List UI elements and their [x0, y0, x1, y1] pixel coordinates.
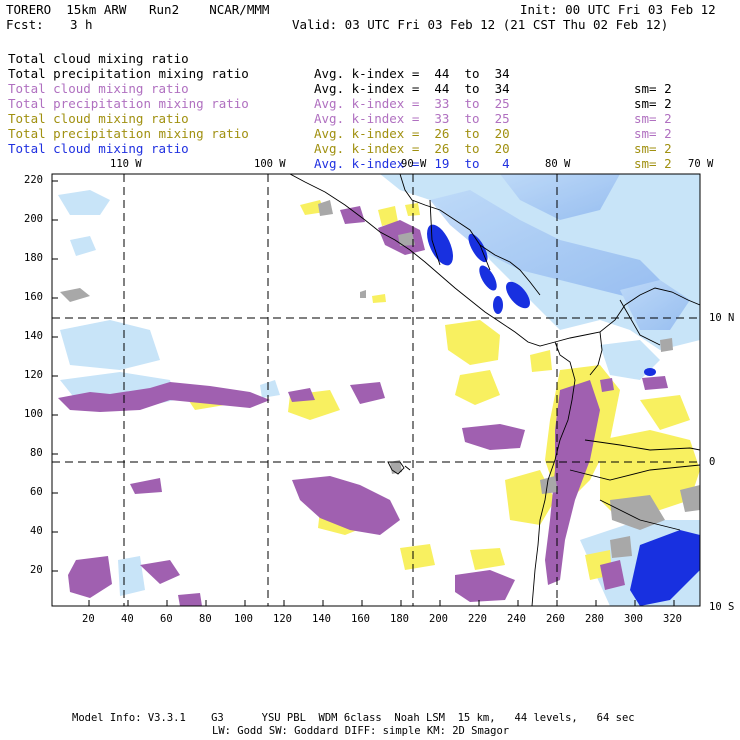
- y-tick-label: 160: [24, 291, 43, 303]
- y-tick-label: 40: [30, 525, 43, 537]
- x-tick-label: 200: [429, 613, 448, 625]
- legend-smoothing: sm= 2: [634, 156, 672, 171]
- x-tick-label: 260: [546, 613, 565, 625]
- legend-kindex: Avg. k-index = 44 to 34: [314, 81, 510, 96]
- legend-kindex: Avg. k-index = 33 to 25: [314, 111, 510, 126]
- legend-row: Total cloud mixing ratio Avg. k-index = …: [8, 36, 672, 111]
- legend-row: Total cloud mixing ratio Avg. k-index = …: [8, 66, 672, 141]
- legend-row: Total cloud mixing ratio Avg. k-index = …: [8, 96, 672, 171]
- x-tick-label: 60: [160, 613, 173, 625]
- legend-smoothing: sm= 2: [634, 126, 672, 141]
- legend-kindex: Avg. k-index = 26 to 20: [314, 141, 510, 156]
- x-tick-label: 120: [273, 613, 292, 625]
- legend-field: Total precipitation mixing ratio: [8, 66, 249, 81]
- legend-row: Total precipitation mixing ratio Avg. k-…: [8, 111, 672, 186]
- x-tick-label: 220: [468, 613, 487, 625]
- init-time: Init: 00 UTC Fri 03 Feb 12: [520, 2, 716, 17]
- lon-label: 80 W: [545, 158, 571, 170]
- lon-label: 70 W: [688, 158, 714, 170]
- x-tick-label: 240: [507, 613, 526, 625]
- axis-ticks: [52, 180, 675, 606]
- legend-kindex: Avg. k-index = 19 to 4: [314, 156, 510, 171]
- y-tick-label: 20: [30, 564, 43, 576]
- x-tick-label: 100: [234, 613, 253, 625]
- lon-label: 110 W: [110, 158, 142, 170]
- deep-blue-cloud-cores: [427, 224, 700, 606]
- legend-row: Total precipitation mixing ratio Avg. k-…: [8, 51, 672, 126]
- legend-row: Total precipitation mixing ratio Avg. k-…: [8, 81, 672, 156]
- x-tick-label: 20: [82, 613, 95, 625]
- x-tick-label: 300: [624, 613, 643, 625]
- y-tick-label: 180: [24, 252, 43, 264]
- legend-smoothing: sm= 2: [634, 81, 672, 96]
- y-tick-label: 220: [24, 174, 43, 186]
- x-tick-label: 280: [585, 613, 604, 625]
- model-info-line: Model Info: V3.3.1 G3 YSU PBL WDM 6class…: [72, 712, 635, 724]
- forecast-label: Fcst:: [6, 17, 44, 32]
- legend-smoothing: sm= 2: [634, 141, 672, 156]
- purple-cloud-areas: [58, 206, 668, 606]
- x-tick-label: 80: [199, 613, 212, 625]
- x-tick-label: 320: [663, 613, 682, 625]
- legend-field: Total precipitation mixing ratio: [8, 126, 249, 141]
- physics-info-line: LW: Godd SW: Goddard DIFF: simple KM: 2D…: [212, 725, 510, 737]
- x-tick-label: 160: [351, 613, 370, 625]
- model-title: TORERO 15km ARW Run2 NCAR/MMM: [6, 2, 270, 17]
- y-tick-label: 120: [24, 369, 43, 381]
- legend-field: Total cloud mixing ratio: [8, 111, 189, 126]
- x-tick-label: 140: [312, 613, 331, 625]
- x-tick-label: 180: [390, 613, 409, 625]
- legend-field: Total cloud mixing ratio: [8, 81, 189, 96]
- lat-lon-grid: [52, 174, 700, 606]
- legend-smoothing: sm= 2: [634, 111, 672, 126]
- lat-label: 0: [709, 456, 716, 468]
- legend-kindex: Avg. k-index = 26 to 20: [314, 126, 510, 141]
- map-frame: [51, 173, 701, 607]
- y-tick-label: 200: [24, 213, 43, 225]
- legend-field: Total cloud mixing ratio: [8, 141, 189, 156]
- legend-field: Total cloud mixing ratio: [8, 51, 189, 66]
- y-tick-label: 60: [30, 486, 43, 498]
- lat-label: 10 S: [709, 601, 735, 613]
- gray-cloud-areas: [60, 200, 700, 558]
- forecast-hour: 3 h: [70, 17, 93, 32]
- legend-row: Total cloud mixing ratio Avg. k-index = …: [8, 126, 510, 201]
- x-tick-label: 40: [121, 613, 134, 625]
- legend-kindex: Avg. k-index = 33 to 25: [314, 96, 510, 111]
- legend-kindex: Avg. k-index = 44 to 34: [314, 66, 510, 81]
- legend-smoothing: sm= 2: [634, 96, 672, 111]
- lon-label: 100 W: [254, 158, 286, 170]
- yellow-cloud-areas: [185, 200, 700, 580]
- y-tick-label: 140: [24, 330, 43, 342]
- lon-label: 90 W: [401, 158, 427, 170]
- lat-label: 10 N: [709, 312, 735, 324]
- map-fields: [58, 174, 700, 606]
- legend-field: Total precipitation mixing ratio: [8, 96, 249, 111]
- y-tick-label: 100: [24, 408, 43, 420]
- valid-time: Valid: 03 UTC Fri 03 Feb 12 (21 CST Thu …: [292, 17, 669, 32]
- y-tick-label: 80: [30, 447, 43, 459]
